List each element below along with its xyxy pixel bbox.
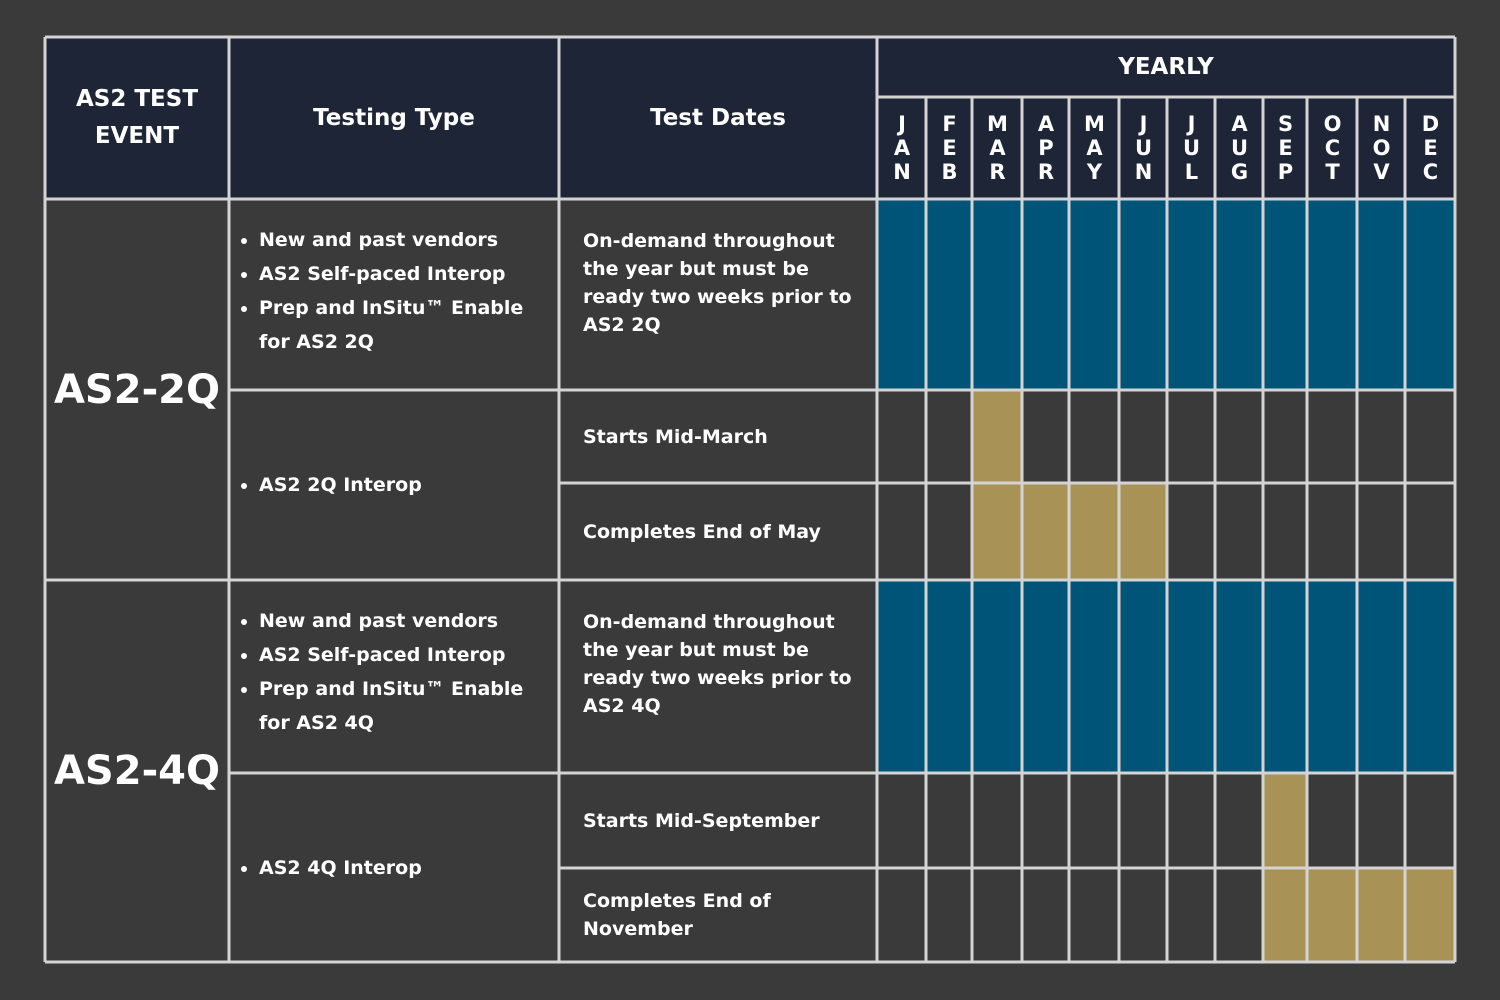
month-fill [1263, 868, 1455, 962]
month-label: JUL [1179, 112, 1204, 184]
bullet-item: Prep and InSitu™ Enable for AS2 2Q [259, 291, 541, 359]
event-name: AS2-4Q [53, 748, 221, 794]
test-dates: Starts Mid-September [583, 809, 820, 832]
bullet-list: New and past vendorsAS2 Self-paced Inter… [237, 223, 541, 390]
bullet-item: AS2 2Q Interop [259, 468, 422, 502]
header-cell: YEARLY [1118, 53, 1214, 80]
month-label: SEP [1273, 112, 1298, 184]
month-label: JAN [890, 112, 914, 184]
testing-type: New and past vendorsAS2 Self-paced Inter… [229, 580, 559, 773]
month-fill [972, 390, 1022, 483]
testing-type: AS2 4Q Interop [229, 773, 559, 962]
month-label: APR [1034, 112, 1058, 184]
month-label: AUG [1227, 112, 1252, 184]
month-label: FEB [937, 112, 962, 184]
bullet-item: New and past vendors [259, 604, 541, 638]
test-dates: On-demand throughout the year but must b… [583, 611, 852, 717]
event-name: AS2-2Q [53, 366, 221, 413]
test-dates: Completes End of May [583, 520, 821, 543]
testing-type: New and past vendorsAS2 Self-paced Inter… [229, 199, 559, 390]
month-label: MAR [985, 112, 1010, 184]
month-fill [1263, 773, 1307, 868]
header-background [45, 37, 1455, 199]
bullet-item: AS2 Self-paced Interop [259, 257, 541, 291]
month-label: MAY [1082, 112, 1107, 184]
test-dates: Completes End of November [583, 890, 771, 940]
bullet-list: New and past vendorsAS2 Self-paced Inter… [237, 604, 541, 773]
test-dates: On-demand throughout the year but must b… [583, 230, 852, 336]
header-cell: Testing Type [313, 104, 475, 131]
bullet-item: New and past vendors [259, 223, 541, 257]
bullet-list: AS2 4Q Interop [237, 851, 422, 885]
bullet-list: AS2 2Q Interop [237, 468, 422, 502]
bullet-item: AS2 4Q Interop [259, 851, 422, 885]
month-label: DEC [1418, 112, 1443, 184]
month-label: JUN [1131, 112, 1156, 184]
test-dates: Starts Mid-March [583, 425, 768, 448]
testing-type: AS2 2Q Interop [229, 390, 559, 580]
header-cell: AS2 TEST EVENT [75, 86, 199, 149]
bullet-item: Prep and InSitu™ Enable for AS2 4Q [259, 672, 541, 740]
header-cell: Test Dates [650, 104, 786, 131]
month-label: NOV [1369, 112, 1394, 184]
month-label: OCT [1320, 112, 1345, 184]
bullet-item: AS2 Self-paced Interop [259, 638, 541, 672]
